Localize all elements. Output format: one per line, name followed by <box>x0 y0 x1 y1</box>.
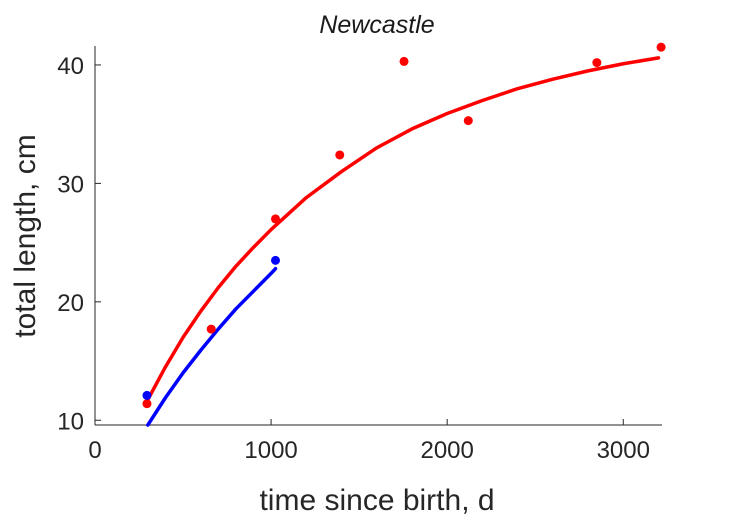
chart-title: Newcastle <box>319 11 434 39</box>
data-point-blue <box>142 390 152 400</box>
data-point-red <box>335 150 345 160</box>
fit-curve-red <box>145 56 661 404</box>
x-tick-label: 2000 <box>420 437 473 464</box>
fit-curve-blue <box>146 266 278 427</box>
x-axis-label: time since birth, d <box>259 484 494 517</box>
data-point-red <box>142 399 152 409</box>
data-point-red <box>656 42 666 52</box>
ticks-layer: 0 1000 2000 3000 10 20 30 40 <box>57 53 650 464</box>
data-point-red <box>399 56 409 66</box>
y-axis-label: total length, cm <box>9 134 42 337</box>
data-points-layer <box>142 42 666 409</box>
fit-curves-layer <box>145 56 661 427</box>
x-tick-label: 1000 <box>244 437 297 464</box>
y-tick-label: 40 <box>57 53 84 80</box>
x-tick-label: 3000 <box>597 437 650 464</box>
y-tick-label: 30 <box>57 171 84 198</box>
data-point-red <box>206 324 216 334</box>
data-point-red <box>592 58 602 68</box>
y-tick-label: 20 <box>57 290 84 317</box>
x-tick-label: 0 <box>88 437 101 464</box>
data-point-red <box>463 116 473 126</box>
data-point-red <box>270 214 280 224</box>
y-tick-label: 10 <box>57 408 84 435</box>
data-point-blue <box>270 255 280 265</box>
